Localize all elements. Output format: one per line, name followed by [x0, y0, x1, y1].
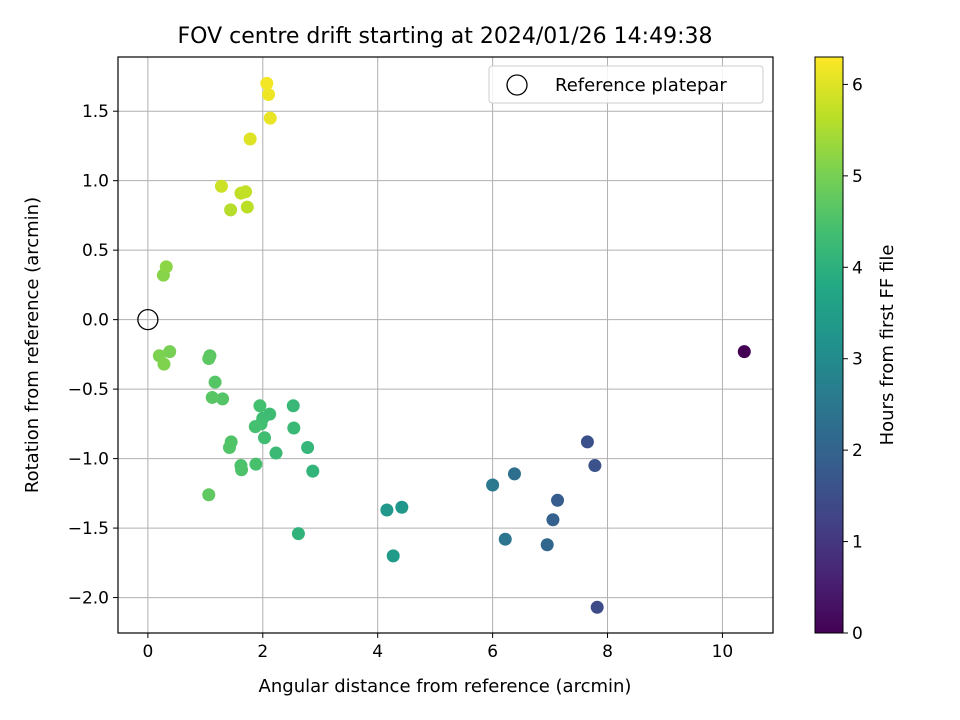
data-points [152, 76, 751, 614]
scatter-point [260, 76, 274, 90]
scatter-point [737, 345, 751, 359]
colorbar-tick-label: 6 [852, 75, 863, 95]
colorbar-tick-label: 0 [852, 624, 863, 644]
scatter-point [291, 527, 305, 541]
scatter-point [205, 390, 219, 404]
scatter-point [590, 600, 604, 614]
y-tick-label: −2.0 [68, 589, 109, 609]
scatter-point [240, 200, 254, 214]
colorbar-tick-label: 3 [852, 350, 863, 370]
colorbar-tick-label: 2 [852, 441, 863, 461]
x-tick-label: 10 [712, 642, 734, 662]
scatter-point [249, 457, 263, 471]
y-tick-label: 0.0 [82, 311, 109, 331]
legend-box [488, 65, 764, 104]
x-tick-label: 8 [602, 642, 613, 662]
scatter-point [540, 538, 554, 552]
scatter-point [269, 446, 283, 460]
y-tick-label: 1.5 [82, 102, 109, 122]
colorbar-tick-label: 4 [852, 258, 863, 278]
colorbar-ticks: 0 1 2 3 4 5 6 [843, 75, 863, 644]
chart-title: FOV centre drift starting at 2024/01/26 … [178, 24, 713, 49]
x-axis-label: Angular distance from reference (arcmin) [259, 676, 632, 697]
scatter-point [498, 532, 512, 546]
x-tick-label: 0 [142, 642, 153, 662]
scatter-point [163, 345, 177, 359]
y-tick-label: −1.5 [68, 519, 109, 539]
scatter-point [159, 260, 173, 274]
x-tick-label: 6 [487, 642, 498, 662]
colorbar: 0 1 2 3 4 5 6 Hours from first FF file [814, 56, 898, 644]
scatter-point [253, 399, 267, 413]
scatter-point [239, 185, 253, 199]
colorbar-label: Hours from first FF file [877, 245, 898, 446]
scatter-point [202, 488, 216, 502]
scatter-point [224, 203, 238, 217]
scatter-point [286, 399, 300, 413]
x-tick-label: 2 [257, 642, 268, 662]
scatter-point [214, 179, 228, 193]
colorbar-tick-label: 1 [852, 533, 863, 553]
y-tick-label: 0.5 [82, 241, 109, 261]
x-tick-label: 4 [372, 642, 383, 662]
plot-area-frame [117, 56, 774, 634]
scatter-point [235, 463, 249, 477]
legend-reference-marker [506, 74, 528, 96]
scatter-point [588, 459, 602, 473]
scatter-point [580, 435, 594, 449]
scatter-point [258, 431, 272, 445]
scatter-point [202, 352, 216, 366]
x-axis-ticks: 0 2 4 6 8 10 [142, 633, 733, 662]
scatter-point [301, 440, 315, 454]
scatter-point [380, 503, 394, 517]
scatter-point [208, 375, 222, 389]
scatter-point [546, 513, 560, 527]
scatter-point [551, 493, 565, 507]
scatter-point [263, 111, 277, 125]
y-axis-ticks: −2.0 −1.5 −1.0 −0.5 0.0 0.5 1.0 1.5 [68, 102, 118, 609]
scatter-point [243, 132, 257, 146]
scatter-point [157, 357, 171, 371]
colorbar-tick-label: 5 [852, 167, 863, 187]
scatter-point [262, 88, 276, 102]
scatter-point [216, 392, 230, 406]
scatter-point [486, 478, 500, 492]
y-tick-label: −1.0 [68, 450, 109, 470]
scatter-point [386, 549, 400, 563]
y-axis-label: Rotation from reference (arcmin) [22, 197, 43, 493]
scatter-point [395, 500, 409, 514]
y-tick-label: 1.0 [82, 172, 109, 192]
legend: Reference platepar [488, 65, 764, 104]
reference-marker-group [137, 308, 159, 331]
scatter-point [248, 420, 262, 434]
scatter-point [287, 421, 301, 435]
legend-label: Reference platepar [555, 75, 727, 96]
y-tick-label: −0.5 [68, 380, 109, 400]
scatter-point [507, 467, 521, 481]
reference-platepar-marker [137, 308, 159, 331]
scatter-point [306, 464, 320, 478]
scatter-point [222, 440, 236, 454]
grid-lines [118, 57, 773, 633]
colorbar-gradient [814, 56, 844, 634]
